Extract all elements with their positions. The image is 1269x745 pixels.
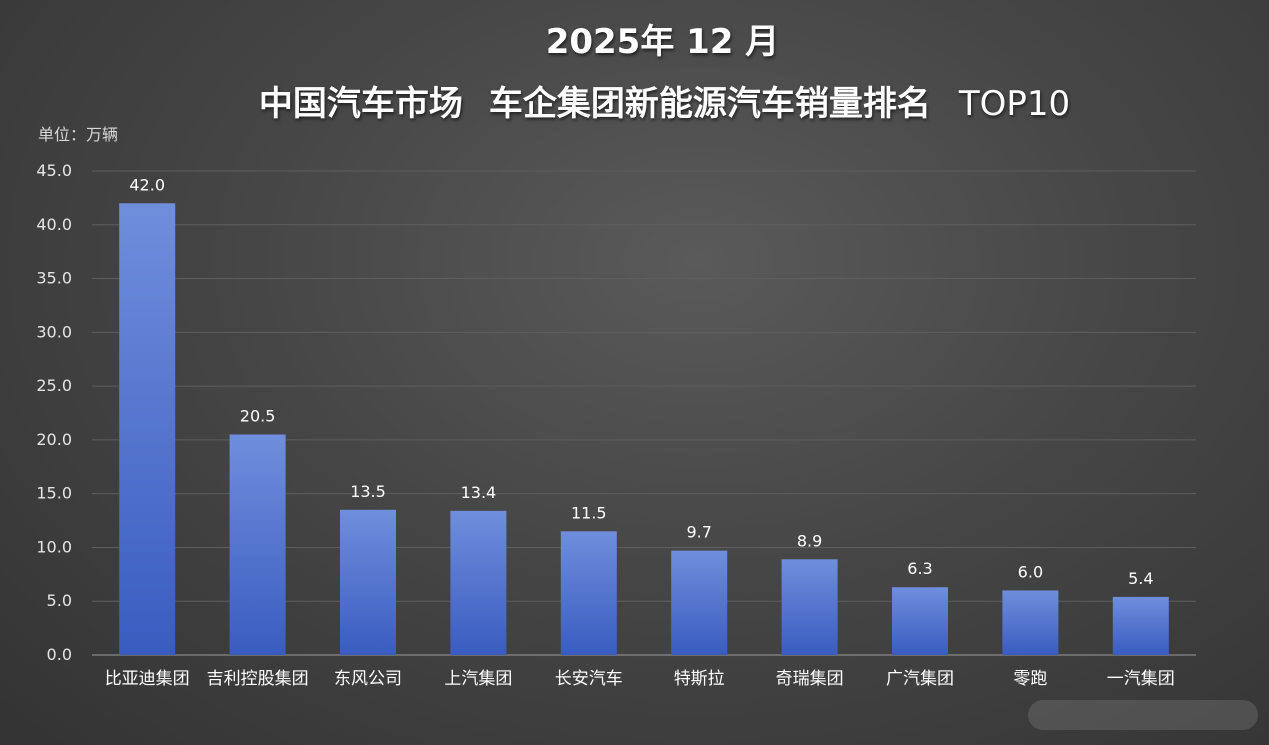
- data-label: 8.9: [797, 531, 822, 550]
- y-tick-label: 45.0: [36, 161, 72, 180]
- y-tick-label: 15.0: [36, 484, 72, 503]
- data-label: 42.0: [129, 175, 165, 194]
- x-tick-label: 零跑: [1013, 669, 1047, 689]
- y-tick-label: 10.0: [36, 537, 72, 556]
- data-label: 9.7: [686, 523, 711, 542]
- data-label: 13.4: [461, 483, 497, 502]
- bar: [340, 509, 396, 655]
- x-tick-label: 一汽集团: [1107, 669, 1175, 689]
- x-tick-label: 上汽集团: [444, 669, 512, 689]
- bar: [560, 531, 617, 655]
- x-tick-label: 广汽集团: [886, 669, 954, 689]
- data-label: 11.5: [571, 503, 607, 522]
- bar: [1112, 596, 1169, 655]
- data-label: 5.4: [1128, 569, 1153, 588]
- chart-title-part2: 车企集团新能源汽车销量排名: [488, 84, 931, 124]
- y-axis-ticks: 0.0 5.0 10.0 15.0 20.0 25.0 30.0 35.0 40.0 45.0: [36, 161, 72, 664]
- x-tick-label: 吉利控股集团: [207, 669, 309, 689]
- x-tick-label: 特斯拉: [674, 669, 725, 689]
- y-tick-label: 25.0: [36, 376, 72, 395]
- x-axis-ticks: 比亚迪集团 吉利控股集团 东风公司 上汽集团 长安汽车 特斯拉 奇瑞集团 广汽集团 零跑 一汽集团: [105, 669, 1175, 689]
- bar: [892, 587, 948, 655]
- bar: [1002, 590, 1059, 655]
- bar: [671, 550, 728, 655]
- x-tick-label: 比亚迪集团: [105, 669, 190, 689]
- y-tick-label: 35.0: [36, 269, 72, 288]
- x-tick-label: 长安汽车: [555, 669, 623, 689]
- x-tick-label: 东风公司: [334, 669, 402, 689]
- data-labels: 42.0 20.5 13.5 13.4 11.5 9.7 8.9 6.3 6.0 5.4: [129, 175, 1153, 588]
- y-tick-label: 5.0: [47, 591, 72, 610]
- bars: [119, 203, 1169, 655]
- chart-title-part3: TOP10: [958, 84, 1071, 124]
- data-label: 20.5: [240, 407, 276, 426]
- chart-title-date: 2025年 12 月: [545, 22, 780, 62]
- chart-title-part1: 中国汽车市场: [258, 84, 463, 124]
- chart-title: 中国汽车市场 车企集团新能源汽车销量排名 TOP10: [30, 76, 1269, 125]
- data-label: 6.3: [907, 559, 932, 578]
- bar: [229, 434, 286, 655]
- data-label: 6.0: [1018, 562, 1043, 581]
- y-tick-label: 20.0: [36, 430, 72, 449]
- data-label: 13.5: [350, 482, 386, 501]
- y-tick-label: 0.0: [47, 645, 72, 664]
- y-tick-label: 40.0: [36, 215, 72, 234]
- watermark: [1028, 700, 1258, 730]
- unit-label: 单位：万辆: [38, 125, 119, 144]
- y-tick-label: 30.0: [36, 322, 72, 341]
- bar: [119, 203, 176, 655]
- bar: [781, 559, 838, 655]
- bar: [450, 510, 507, 655]
- x-tick-label: 奇瑞集团: [776, 669, 844, 689]
